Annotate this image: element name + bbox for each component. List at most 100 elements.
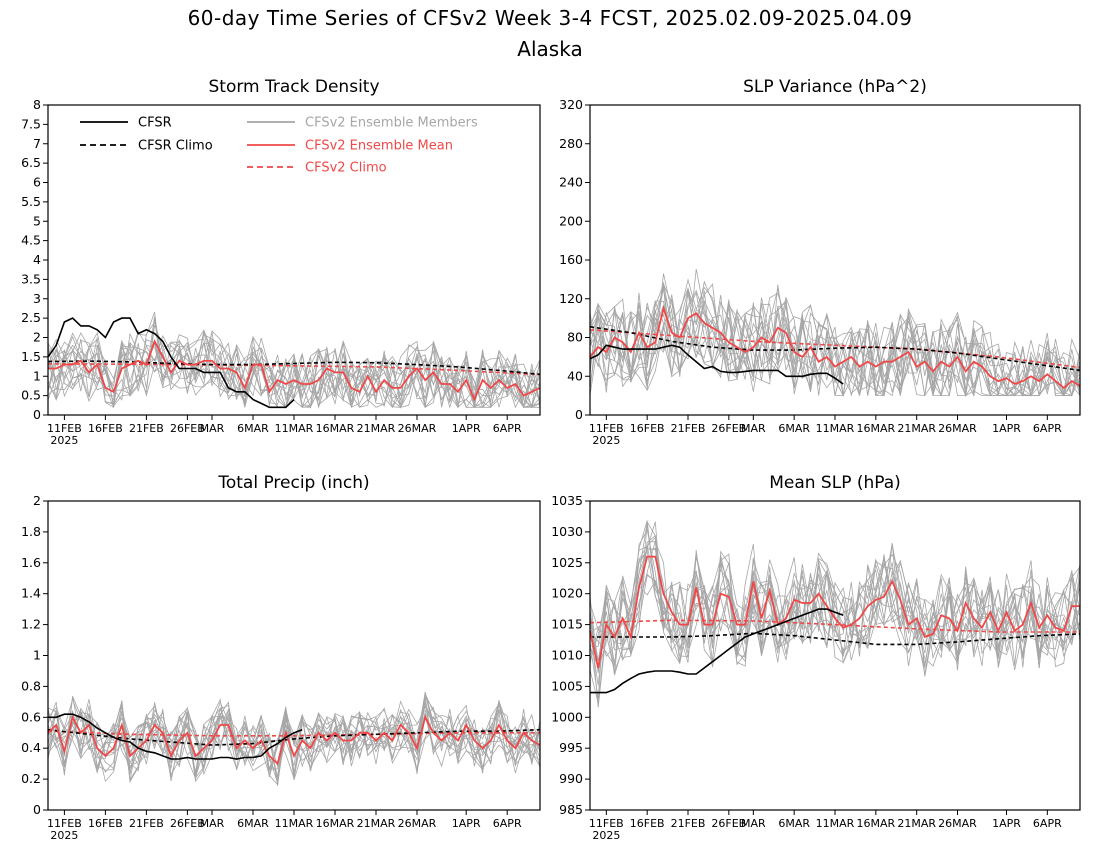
ensemble-member-line (47, 330, 541, 409)
ensemble-member-line (47, 332, 540, 408)
ensemble-member-line (589, 550, 1081, 663)
y-tick-label: 1.6 (21, 555, 41, 570)
series-cfsr-line (48, 713, 303, 760)
x-tick-label: 16FEB (88, 817, 123, 830)
x-tick-label: 1APR (452, 422, 481, 435)
x-tick-label: 1APR (992, 817, 1021, 830)
y-tick-label: 0.8 (21, 678, 41, 693)
x-tick-label: 16FEB (88, 422, 123, 435)
chart-panel-2: SLP Variance (hPa^2) 0 40 80 120 160 200 240 280… (559, 77, 1081, 447)
x-tick-label: 11FEB (589, 817, 624, 830)
x-tick-label: 16MAR (857, 817, 896, 830)
ensemble-member-line (47, 700, 541, 778)
y-tick-label: 1015 (551, 617, 583, 632)
series-cfsr-climo-line (589, 326, 1081, 372)
x-year-label: 2025 (50, 829, 78, 842)
ensemble-member-line (589, 286, 1081, 397)
y-tick-label: 0.5 (21, 388, 41, 403)
x-year-label: 2025 (50, 434, 78, 447)
chart-panel-3: Total Precip (inch) 0 0.2 0.4 0.6 0.8 1 1.2 1.4 1… (21, 473, 541, 842)
legend-cfsv2-climo-label: CFSv2 Climo (305, 161, 387, 176)
y-tick-label: 990 (559, 771, 583, 786)
ensemble-member-line (47, 330, 541, 409)
x-tick-label: 26MAR (938, 422, 977, 435)
x-tick-label: 21FEB (671, 817, 706, 830)
series-ens-mean-line (589, 555, 1080, 669)
x-tick-label: 6MAR (778, 422, 810, 435)
x-tick-label: 16MAR (316, 422, 355, 435)
x-tick-label: 26FEB (170, 422, 205, 435)
x-tick-label: 1APR (992, 422, 1021, 435)
ensemble-member-line (47, 696, 541, 776)
x-tick-label: MAR (741, 817, 766, 830)
x-tick-label: 21FEB (671, 422, 706, 435)
series-cfsr-line (589, 344, 844, 385)
series-ens-mean-line (47, 714, 541, 766)
x-tick-label: 11MAR (816, 817, 855, 830)
y-tick-label: 7 (33, 136, 41, 151)
y-tick-label: 2 (33, 330, 41, 345)
y-tick-label: 1000 (551, 709, 583, 724)
y-tick-label: 3 (33, 291, 41, 306)
legend-ens-mean-label: CFSv2 Ensemble Mean (305, 139, 453, 154)
y-tick-label: 2.5 (21, 310, 41, 325)
y-tick-label: 40 (567, 368, 583, 383)
ensemble-member-line (589, 305, 1081, 397)
y-tick-label: 1 (33, 648, 41, 663)
x-tick-label: 11MAR (275, 817, 314, 830)
region-title: Alaska (517, 37, 583, 61)
chart-panel-4: Mean SLP (hPa) 985 990 995 1000 1005 1010 1015 1… (551, 473, 1081, 842)
x-tick-label: 6APR (1033, 817, 1062, 830)
x-tick-label: 26FEB (170, 817, 205, 830)
y-tick-label: 4 (33, 252, 41, 267)
ensemble-member-line (47, 708, 541, 781)
y-tick-label: 0.4 (21, 740, 41, 755)
ensemble-member-line (589, 520, 1081, 675)
legend-cfsr-label: CFSR (138, 116, 172, 131)
y-tick-label: 240 (559, 175, 583, 190)
series-ens-mean-line (48, 339, 541, 402)
ensemble-member-line (589, 520, 1081, 708)
panel-title: SLP Variance (hPa^2) (743, 77, 927, 97)
legend: CFSR CFSR Climo CFSv2 Ensemble Members CFSv… (80, 116, 478, 176)
y-tick-label: 80 (567, 330, 583, 345)
y-tick-label: 6 (33, 175, 41, 190)
x-tick-label: 26FEB (711, 817, 746, 830)
series-cfsr-climo-line (47, 728, 541, 746)
x-year-label: 2025 (592, 829, 620, 842)
legend-members-label: CFSv2 Ensemble Members (305, 116, 478, 131)
y-tick-label: 320 (559, 97, 583, 112)
series-cfsv2-climo-line (47, 363, 541, 376)
x-tick-label: 6APR (1033, 422, 1062, 435)
ensemble-member-line (589, 283, 1081, 397)
y-tick-label: 995 (559, 740, 583, 755)
x-tick-label: 21FEB (129, 422, 164, 435)
panel-title: Total Precip (inch) (217, 473, 369, 493)
x-tick-label: 21MAR (357, 422, 396, 435)
x-tick-label: 11FEB (47, 422, 82, 435)
y-tick-label: 1025 (551, 555, 583, 570)
series-cfsv2-climo-line (47, 730, 540, 737)
x-tick-label: MAR (741, 422, 766, 435)
x-tick-label: 16MAR (316, 817, 355, 830)
y-tick-label: 7.5 (21, 116, 41, 131)
y-tick-label: 1.8 (21, 524, 41, 539)
y-tick-label: 280 (559, 136, 583, 151)
y-tick-label: 1030 (551, 524, 583, 539)
y-tick-label: 4.5 (21, 233, 41, 248)
x-tick-label: 11FEB (47, 817, 82, 830)
y-tick-label: 0 (33, 802, 41, 817)
chart-panel-1: Storm Track Density 0 0.5 1 1.5 2 2.5 3 3.5 4 4.5 5… (21, 77, 541, 447)
y-tick-label: 1020 (551, 586, 583, 601)
x-tick-label: 6MAR (237, 817, 269, 830)
y-tick-label: 1035 (551, 493, 583, 508)
x-tick-label: 21MAR (897, 422, 936, 435)
main-title: 60-day Time Series of CFSv2 Week 3-4 FCS… (187, 6, 913, 30)
y-tick-label: 160 (559, 252, 583, 267)
y-tick-label: 1010 (551, 648, 583, 663)
series-cfsv2-climo-line (589, 329, 1081, 369)
y-tick-label: 6.5 (21, 155, 41, 170)
y-tick-label: 1 (33, 368, 41, 383)
legend-cfsr-climo-label: CFSR Climo (138, 139, 213, 154)
